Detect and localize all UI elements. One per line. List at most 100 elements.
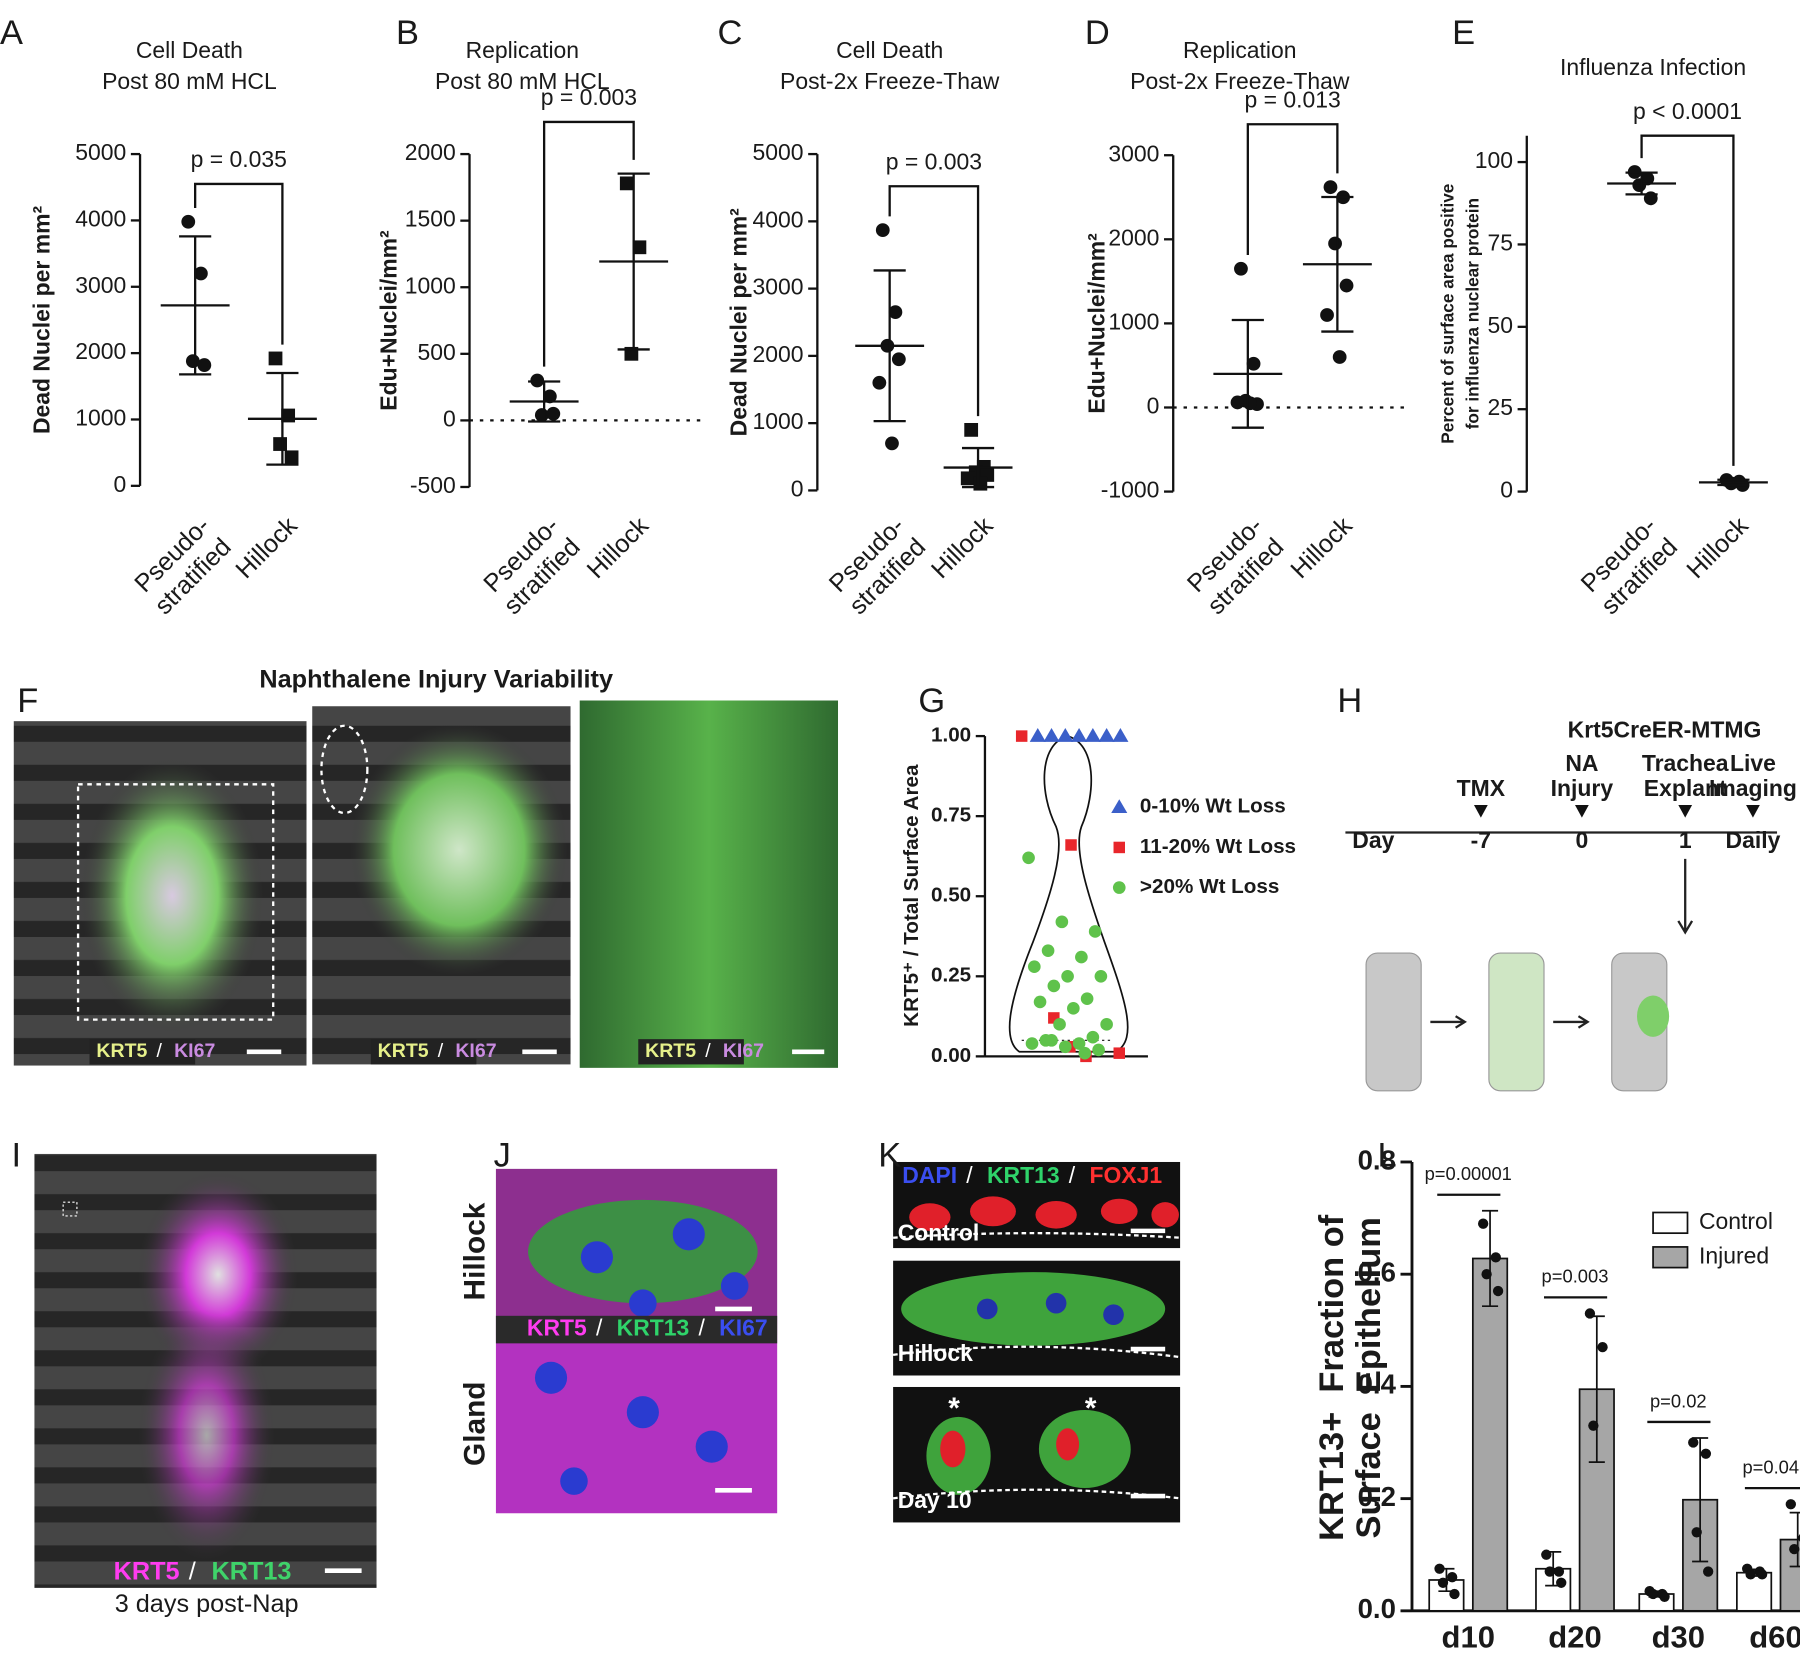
row-label: Day 10 bbox=[898, 1487, 972, 1513]
data-point bbox=[888, 305, 903, 320]
y-tick-label: 4000 bbox=[753, 206, 804, 232]
data-point bbox=[1490, 1252, 1501, 1263]
data-point bbox=[542, 389, 557, 404]
y-axis-label: KRT5⁺ / Total Surface Area bbox=[900, 764, 923, 1027]
chart-title: Post 80 mM HCL bbox=[102, 68, 277, 94]
y-tick-label: 25 bbox=[1487, 394, 1513, 420]
y-axis-label: Edu+Nuclei/mm² bbox=[375, 230, 401, 411]
y-axis-label: Surface Epithelium bbox=[1350, 1217, 1388, 1538]
data-point bbox=[1647, 1588, 1659, 1600]
event-label: NA bbox=[1565, 750, 1598, 776]
event-marker bbox=[1575, 804, 1589, 818]
panel-label: G bbox=[918, 682, 945, 720]
label-box bbox=[89, 1039, 196, 1065]
data-point bbox=[197, 358, 212, 372]
asterisk: * bbox=[948, 1392, 960, 1425]
stain-label: KI67 bbox=[455, 1040, 496, 1062]
row-label: Hillock bbox=[898, 1340, 973, 1366]
data-point bbox=[1078, 1046, 1092, 1060]
y-tick-label: 3000 bbox=[75, 272, 126, 298]
data-point bbox=[1053, 1018, 1066, 1031]
stain-separator: / bbox=[699, 1315, 706, 1341]
stain-separator: / bbox=[966, 1162, 973, 1188]
chart-title: Replication bbox=[466, 37, 579, 63]
panel-label: E bbox=[1452, 14, 1475, 52]
event-day: Daily bbox=[1726, 827, 1781, 853]
data-point bbox=[1057, 728, 1074, 742]
y-tick-label: 0 bbox=[1147, 393, 1160, 419]
panel-label: H bbox=[1337, 682, 1362, 720]
data-point bbox=[1065, 839, 1077, 851]
data-point bbox=[1058, 1040, 1072, 1054]
y-tick-label: 0 bbox=[443, 405, 456, 431]
y-tick-label: 0.25 bbox=[931, 964, 971, 987]
bar bbox=[1736, 1571, 1773, 1612]
y-axis-label: for influenza nuclear protein bbox=[1463, 198, 1483, 429]
data-point bbox=[1041, 944, 1055, 957]
data-point bbox=[1597, 1341, 1608, 1353]
data-point bbox=[1033, 995, 1047, 1009]
x-tick-label: Hillock bbox=[1285, 511, 1358, 584]
data-point bbox=[1477, 1218, 1489, 1229]
y-tick-label: 0 bbox=[791, 475, 804, 501]
stain-separator: / bbox=[596, 1315, 603, 1341]
p-value: p=0.048 bbox=[1742, 1456, 1800, 1477]
asterisk: * bbox=[1085, 1392, 1097, 1425]
event-label: Explant bbox=[1644, 775, 1727, 801]
data-point bbox=[1230, 395, 1245, 410]
y-tick-label: 1000 bbox=[1108, 308, 1159, 334]
p-value: p=0.02 bbox=[1650, 1390, 1707, 1411]
label-box bbox=[370, 1039, 477, 1065]
legend-swatch bbox=[1652, 1246, 1689, 1269]
stain-label: KI67 bbox=[719, 1315, 767, 1341]
panel-title: Naphthalene Injury Variability bbox=[259, 666, 613, 694]
data-point bbox=[1584, 1308, 1596, 1319]
data-point bbox=[1553, 1566, 1565, 1577]
panel-label: I bbox=[11, 1136, 21, 1174]
data-point bbox=[1048, 1012, 1060, 1024]
data-point bbox=[1434, 1563, 1445, 1574]
p-value: p < 0.0001 bbox=[1633, 98, 1742, 124]
stain-label: FOXJ1 bbox=[1089, 1162, 1162, 1188]
event-marker bbox=[1473, 804, 1488, 818]
y-tick-label: 1.00 bbox=[931, 724, 971, 747]
event-label: TMX bbox=[1457, 775, 1506, 801]
data-point bbox=[1659, 1591, 1670, 1602]
p-value: p=0.00001 bbox=[1425, 1163, 1512, 1184]
data-point bbox=[1481, 1269, 1492, 1280]
legend-label: >20% Wt Loss bbox=[1140, 875, 1279, 898]
data-point bbox=[1088, 925, 1102, 938]
data-point bbox=[1437, 1577, 1449, 1588]
y-tick-label: 2000 bbox=[1108, 224, 1159, 250]
data-point bbox=[1492, 1285, 1504, 1297]
significance-bracket bbox=[1246, 123, 1339, 255]
y-tick-label: 0.00 bbox=[931, 1044, 971, 1067]
data-point bbox=[1449, 1588, 1460, 1600]
x-tick-label: d20 bbox=[1548, 1620, 1601, 1655]
y-tick-label: 0.2 bbox=[1358, 1481, 1396, 1512]
panel-label: J bbox=[494, 1136, 511, 1174]
chart-title: Post-2x Freeze-Thaw bbox=[1130, 68, 1350, 94]
data-point bbox=[1112, 728, 1129, 742]
y-axis-label: Percent of surface area positive bbox=[1437, 184, 1457, 444]
y-tick-label: -500 bbox=[410, 472, 456, 498]
y-tick-label: 0 bbox=[1500, 477, 1513, 503]
stain-label: KRT13 bbox=[617, 1315, 690, 1341]
p-value: p = 0.003 bbox=[886, 148, 982, 174]
x-tick-label: Hillock bbox=[1681, 511, 1754, 584]
event-marker bbox=[1746, 804, 1760, 818]
row-label: Control bbox=[898, 1219, 980, 1245]
significance-bracket bbox=[542, 120, 635, 367]
x-tick-label: Hillock bbox=[582, 511, 655, 584]
data-point bbox=[1688, 1437, 1699, 1448]
data-point bbox=[546, 406, 561, 421]
data-point bbox=[1047, 979, 1061, 993]
event-label: Live bbox=[1730, 750, 1776, 776]
legend-label: Control bbox=[1699, 1208, 1773, 1234]
data-point bbox=[1544, 1566, 1555, 1577]
y-tick-label: 1000 bbox=[75, 405, 126, 431]
chart-title: Replication bbox=[1183, 37, 1296, 63]
data-point bbox=[1045, 1034, 1058, 1047]
y-tick-label: 0.6 bbox=[1358, 1256, 1396, 1287]
stain-separator: / bbox=[1069, 1162, 1076, 1188]
